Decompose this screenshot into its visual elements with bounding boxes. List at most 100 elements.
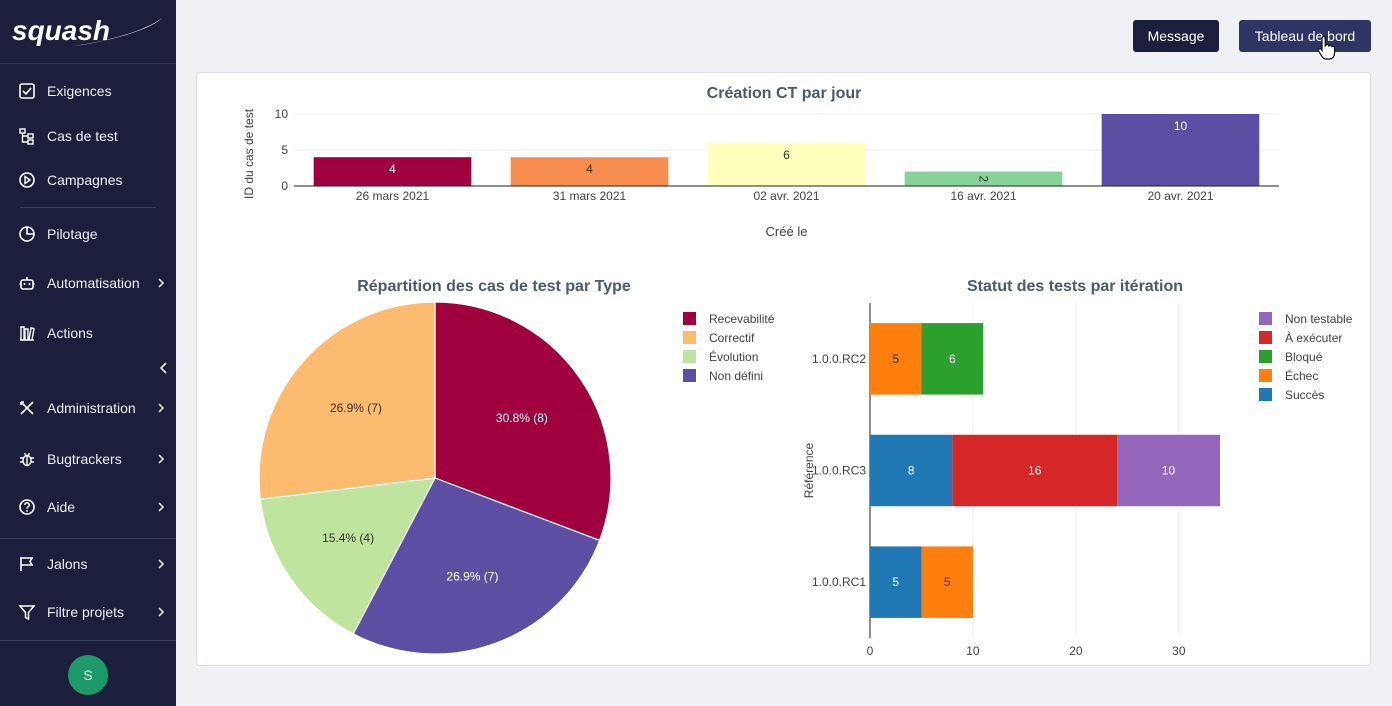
stacked-bar-segment — [870, 323, 922, 395]
logo-swoosh: squash — [12, 15, 162, 46]
legend-swatch — [1259, 350, 1272, 363]
flag-icon — [18, 555, 36, 573]
stacked-chart-title: Statut des tests par itération — [966, 278, 1184, 295]
sidebar-item-cas-de-test[interactable]: Cas de test — [0, 118, 176, 154]
legend-label: Succès — [1285, 388, 1324, 402]
chevron-right-icon — [158, 607, 165, 617]
bar — [1101, 114, 1260, 186]
segment-value-label: 5 — [944, 575, 951, 589]
y-axis-title: ID du cas de test — [242, 108, 256, 199]
y-tick-label: 5 — [281, 143, 288, 157]
pie-slice-label: 15.4% (4) — [322, 531, 374, 545]
squash-logo[interactable]: squash — [0, 0, 176, 64]
legend-swatch — [1259, 388, 1272, 401]
legend-swatch — [1259, 312, 1272, 325]
sidebar-item-label: Aide — [47, 499, 76, 515]
sidebar-item-filtre-projets[interactable]: Filtre projets — [0, 594, 176, 630]
segment-value-label: 6 — [949, 352, 956, 366]
tree-icon — [18, 127, 36, 145]
message-button[interactable]: Message — [1133, 20, 1219, 52]
play-circle-icon — [18, 171, 36, 189]
library-icon — [18, 324, 36, 342]
stacked-bar-chart: 0 10 20 30 5 6 1.0.0.RC2 8 16 10 1.0.0.RC3 5 5 1.0.0.… — [802, 303, 1353, 658]
sidebar-divider — [20, 207, 156, 208]
stacked-bar-segment — [952, 434, 1118, 507]
bar-value-label: 6 — [783, 148, 790, 162]
x-tick-label: 26 mars 2021 — [356, 189, 430, 203]
sidebar-item-label: Exigences — [47, 83, 112, 99]
y-tick-label: 1.0.0.RC2 — [812, 352, 866, 366]
checkbox-icon — [18, 82, 36, 100]
y-tick-label: 10 — [275, 107, 289, 121]
x-tick-label: 31 mars 2021 — [553, 189, 627, 203]
pie-slice — [259, 477, 437, 635]
sidebar-item-pilotage[interactable]: Pilotage — [0, 216, 176, 252]
x-tick-label: 30 — [1172, 644, 1186, 658]
sidebar-divider — [0, 640, 176, 641]
x-tick-label: 02 avr. 2021 — [753, 189, 819, 203]
y-tick-label: 1.0.0.RC3 — [812, 464, 866, 478]
segment-value-label: 5 — [892, 352, 899, 366]
chevron-right-icon — [158, 502, 165, 512]
segment-value-label: 8 — [908, 464, 915, 478]
legend-swatch — [683, 350, 696, 363]
sidebar-item-label: Cas de test — [47, 128, 118, 144]
stacked-bar-segment — [921, 546, 973, 618]
x-tick-label: 20 — [1069, 644, 1083, 658]
chevron-right-icon — [158, 454, 165, 464]
pie-slice-label: 26.9% (7) — [330, 401, 382, 415]
segment-value-label: 16 — [1028, 464, 1042, 478]
sidebar-divider — [0, 538, 176, 539]
bar-value-label: 4 — [389, 162, 396, 176]
sidebar-item-exigences[interactable]: Exigences — [0, 73, 176, 109]
sidebar-item-bugtrackers[interactable]: Bugtrackers — [0, 441, 176, 477]
help-icon — [18, 498, 36, 516]
pie-slice — [434, 301, 612, 542]
sidebar-item-administration[interactable]: Administration — [0, 390, 176, 426]
bar — [313, 157, 472, 186]
sidebar: squash Exigences Cas de test Campagnes P… — [0, 0, 176, 706]
stacked-bar-segment — [1117, 434, 1220, 507]
pie-slice — [352, 477, 601, 655]
pie-chart-title: Répartition des cas de test par Type — [357, 278, 631, 295]
user-avatar[interactable]: S — [68, 655, 108, 695]
sidebar-item-label: Automatisation — [47, 275, 140, 291]
sidebar-item-actions[interactable]: Actions — [0, 315, 176, 351]
sidebar-item-campagnes[interactable]: Campagnes — [0, 162, 176, 198]
bar-value-label: 4 — [586, 162, 593, 176]
pie-chart: 30.8% (8) 26.9% (7) 15.4% (4) 26.9% (7) Rece… — [258, 301, 775, 655]
sidebar-item-label: Jalons — [47, 556, 88, 572]
y-axis-title: Référence — [802, 442, 816, 498]
dashboard-button[interactable]: Tableau de bord — [1239, 20, 1371, 52]
bar-chart-title: Création CT par jour — [706, 85, 862, 102]
legend-label: Bloqué — [1285, 350, 1323, 364]
sidebar-item-label: Bugtrackers — [47, 451, 122, 467]
bar — [904, 171, 1063, 186]
sidebar-item-aide[interactable]: Aide — [0, 489, 176, 525]
stacked-bar-segment — [921, 323, 984, 395]
stacked-bar-segment — [870, 546, 922, 618]
legend-label: Recevabilité — [709, 312, 775, 326]
chevron-right-icon — [158, 278, 165, 288]
bar-chart: 0 5 10 4 26 mars 2021 4 31 mars 2021 6 02 avr. 2… — [242, 107, 1279, 239]
y-tick-label: 0 — [281, 179, 288, 193]
collapse-sidebar-icon[interactable] — [156, 359, 170, 377]
legend-label: À exécuter — [1285, 330, 1342, 345]
legend-swatch — [683, 312, 696, 325]
sidebar-item-label: Administration — [47, 400, 136, 416]
sidebar-item-automatisation[interactable]: Automatisation — [0, 265, 176, 301]
pie-slice-label: 30.8% (8) — [496, 411, 548, 425]
y-tick-label: 1.0.0.RC1 — [812, 575, 866, 589]
legend-label: Non testable — [1285, 312, 1353, 326]
chevron-right-icon — [158, 559, 165, 569]
filter-icon — [18, 603, 36, 621]
bar — [510, 157, 669, 186]
sidebar-item-label: Campagnes — [47, 172, 123, 188]
sidebar-item-jalons[interactable]: Jalons — [0, 546, 176, 582]
legend-label: Correctif — [709, 331, 755, 345]
brand-name: squash — [12, 15, 110, 46]
sidebar-item-label: Actions — [47, 325, 93, 341]
bar-value-label: 2 — [977, 175, 991, 182]
stacked-bar-segment — [870, 434, 953, 507]
legend-label: Évolution — [709, 349, 758, 364]
